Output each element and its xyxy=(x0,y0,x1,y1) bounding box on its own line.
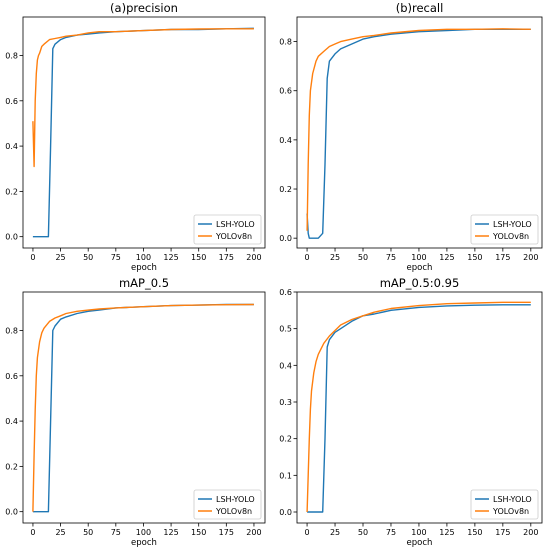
x-tick-label: 200 xyxy=(523,253,538,262)
x-tick-label: 150 xyxy=(467,253,482,262)
series-line-yolov8n xyxy=(306,301,531,513)
x-tick-label: 100 xyxy=(136,253,151,262)
x-tick-label: 25 xyxy=(55,253,65,262)
series-line-lsh-yolo xyxy=(32,303,254,513)
y-tick-label: 0.4 xyxy=(279,361,292,370)
legend-label: YOLOv8n xyxy=(215,507,252,516)
x-tick-label: 125 xyxy=(163,528,178,537)
y-tick-label: 0.0 xyxy=(279,508,292,517)
y-tick-label: 0.8 xyxy=(279,38,292,47)
legend: LSH-YOLO YOLOv8n xyxy=(193,489,262,520)
chart-panel-3: mAP_0.5 0 25 50 75 100 125 150 175 200 0.0 0.2 0.4 0.… xyxy=(5,276,266,548)
x-tick-label: 200 xyxy=(246,528,261,537)
y-tick-label: 0.0 xyxy=(279,234,292,243)
x-tick-label: 50 xyxy=(358,528,368,537)
y-tick-label: 0.1 xyxy=(279,471,292,480)
y-tick-label: 0.2 xyxy=(279,185,292,194)
series-line-lsh-yolo xyxy=(32,27,254,238)
chart-title: mAP_0.5 xyxy=(119,276,169,290)
x-tick-label: 75 xyxy=(111,253,121,262)
series-line-yolov8n xyxy=(306,28,531,231)
x-axis-label: epoch xyxy=(131,538,157,548)
plot-frame xyxy=(296,291,543,524)
chart-title: mAP_0.5:0.95 xyxy=(380,276,460,290)
series-line-yolov8n xyxy=(32,28,254,168)
y-tick-label: 0.8 xyxy=(5,327,18,336)
x-tick-label: 150 xyxy=(191,253,206,262)
y-tick-label: 0.4 xyxy=(279,136,292,145)
x-tick-label: 75 xyxy=(111,528,121,537)
series-line-yolov8n xyxy=(32,303,254,512)
x-tick-label: 175 xyxy=(495,528,510,537)
y-tick-label: 0.6 xyxy=(5,372,18,381)
x-tick-label: 50 xyxy=(83,528,93,537)
chart-panel-2: (b)recall 0 25 50 75 100 125 150 175 200 0.0 0.2 0.4… xyxy=(279,1,543,273)
x-tick-label: 150 xyxy=(467,528,482,537)
y-tick-label: 0.4 xyxy=(5,142,18,151)
x-tick-label: 200 xyxy=(246,253,261,262)
x-tick-label: 175 xyxy=(219,528,234,537)
x-tick-label: 0 xyxy=(30,528,35,537)
y-tick-label: 0.6 xyxy=(279,288,292,297)
y-tick-label: 0.0 xyxy=(5,233,18,242)
x-tick-label: 200 xyxy=(523,528,538,537)
plot-frame xyxy=(22,16,266,249)
y-tick-label: 0.2 xyxy=(279,435,292,444)
series-line-lsh-yolo xyxy=(306,28,531,239)
x-tick-label: 25 xyxy=(55,528,65,537)
chart-panel-1: (a)precision 0 25 50 75 100 125 150 175 200 0.0 0.2… xyxy=(5,1,266,273)
x-tick-label: 125 xyxy=(163,253,178,262)
series-line-lsh-yolo xyxy=(307,304,531,513)
y-tick-label: 0.2 xyxy=(5,187,18,196)
legend: LSH-YOLO YOLOv8n xyxy=(193,214,262,245)
legend-label: LSH-YOLO xyxy=(216,495,255,504)
legend-label: LSH-YOLO xyxy=(493,220,532,229)
x-tick-label: 175 xyxy=(219,253,234,262)
plot-frame xyxy=(22,291,266,524)
x-tick-label: 125 xyxy=(439,253,454,262)
x-axis-label: epoch xyxy=(131,263,157,273)
legend-label: YOLOv8n xyxy=(215,232,252,241)
x-tick-label: 0 xyxy=(30,253,35,262)
legend-label: YOLOv8n xyxy=(492,232,529,241)
x-tick-label: 25 xyxy=(330,528,340,537)
legend: LSH-YOLO YOLOv8n xyxy=(470,489,539,520)
legend-label: LSH-YOLO xyxy=(493,495,532,504)
x-tick-label: 75 xyxy=(386,253,396,262)
chart-title: (b)recall xyxy=(396,1,444,15)
legend-label: YOLOv8n xyxy=(492,507,529,516)
x-tick-label: 100 xyxy=(136,528,151,537)
y-tick-label: 0.0 xyxy=(5,508,18,517)
x-tick-label: 0 xyxy=(305,528,310,537)
x-tick-label: 175 xyxy=(495,253,510,262)
y-tick-label: 0.6 xyxy=(279,87,292,96)
y-tick-label: 0.5 xyxy=(279,325,292,334)
x-tick-label: 50 xyxy=(358,253,368,262)
x-tick-label: 125 xyxy=(439,528,454,537)
x-tick-label: 0 xyxy=(305,253,310,262)
x-tick-label: 75 xyxy=(386,528,396,537)
legend-label: LSH-YOLO xyxy=(216,220,255,229)
y-tick-label: 0.2 xyxy=(5,462,18,471)
x-tick-label: 50 xyxy=(83,253,93,262)
x-tick-label: 25 xyxy=(330,253,340,262)
chart-title: (a)precision xyxy=(110,1,178,15)
y-tick-label: 0.6 xyxy=(5,97,18,106)
y-tick-label: 0.3 xyxy=(279,398,292,407)
plot-frame xyxy=(296,16,543,249)
legend: LSH-YOLO YOLOv8n xyxy=(470,214,539,245)
x-axis-label: epoch xyxy=(407,263,433,273)
y-tick-label: 0.8 xyxy=(5,52,18,61)
x-tick-label: 100 xyxy=(411,253,426,262)
x-tick-label: 100 xyxy=(411,528,426,537)
y-tick-label: 0.4 xyxy=(5,417,18,426)
x-tick-label: 150 xyxy=(191,528,206,537)
chart-panel-4: mAP_0.5:0.95 0 25 50 75 100 125 150 175 200 0.0 0.1… xyxy=(279,276,543,548)
x-axis-label: epoch xyxy=(407,538,433,548)
